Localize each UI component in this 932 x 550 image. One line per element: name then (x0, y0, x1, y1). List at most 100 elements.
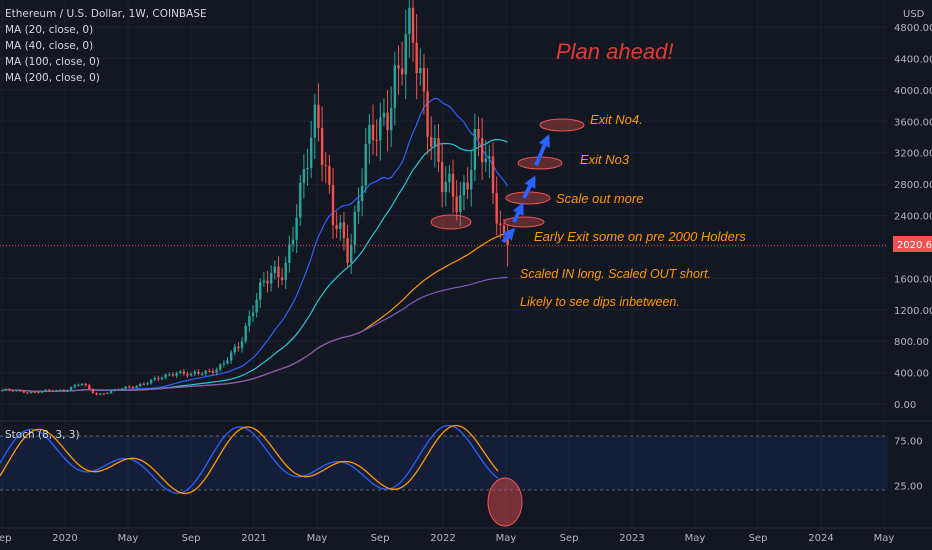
candle-body (135, 385, 138, 388)
candle-body (255, 299, 258, 313)
ma-20-legend[interactable]: MA (20, close, 0) (5, 24, 94, 36)
candle-body (219, 364, 222, 370)
stoch-tick-label: 25.00 (894, 482, 923, 493)
candle-body (226, 360, 229, 364)
x-tick-label: May (874, 533, 895, 544)
candle-body (215, 369, 218, 373)
stoch-oversold-circle (487, 477, 523, 527)
ma-200-legend[interactable]: MA (200, close, 0) (5, 72, 100, 84)
candle-body (80, 383, 84, 385)
stochastic-pane: 75.00 25.00 (0, 420, 932, 527)
y-tick-label: 4000.00 (894, 86, 932, 97)
y-tick-label: 800.00 (894, 337, 929, 348)
y-tick-label: 3600.00 (894, 117, 932, 128)
candle-body (251, 312, 255, 316)
candle-body (124, 386, 127, 389)
candle-body (371, 124, 375, 141)
candle-body (193, 371, 196, 374)
candle-body (415, 42, 418, 74)
arrow-head (524, 175, 536, 189)
y-tick-label: 2800.00 (894, 180, 932, 191)
candle-body (331, 184, 335, 225)
candle-body (430, 136, 433, 147)
candle-body (160, 377, 164, 380)
stoch-d-line (0, 424, 499, 495)
candle-body (91, 389, 95, 393)
candle-body (175, 373, 178, 376)
candle-body (360, 185, 364, 201)
axes: 4800.00 4400.00 4000.00 3600.00 3200.00 2800.… (0, 23, 932, 544)
candle-body (393, 65, 397, 109)
candle-body (451, 173, 455, 197)
candle-body (313, 104, 317, 138)
candle-body (408, 7, 411, 35)
candle-body (109, 390, 113, 394)
candle-body (269, 272, 273, 284)
candle-body (484, 158, 487, 163)
candle-body (502, 225, 506, 236)
x-tick-label: Sep (749, 533, 768, 544)
candle-body (466, 182, 469, 190)
candle-body (480, 138, 484, 163)
candle-body (324, 165, 327, 167)
candle-body (48, 389, 51, 391)
ma-40-legend[interactable]: MA (40, close, 0) (5, 40, 94, 52)
moving-averages (1, 97, 509, 392)
ma-100-legend[interactable]: MA (100, close, 0) (5, 56, 100, 68)
candle-body (349, 244, 353, 263)
y-tick-label: 0.00 (894, 400, 916, 411)
candle-body (51, 390, 55, 392)
candle-body (171, 374, 175, 376)
candle-body (459, 195, 462, 213)
candle-body (419, 68, 422, 74)
candle-body (211, 370, 215, 373)
x-tick-label: 2022 (430, 533, 455, 544)
candle-body (117, 389, 120, 391)
candle-body (113, 389, 116, 391)
exit-3-label: Exit No3 (580, 152, 630, 167)
candle-body (284, 262, 287, 280)
scale-out-label: Scale out more (556, 191, 643, 206)
arrow-head (512, 202, 524, 216)
chart-legend: Ethereum / U.S. Dollar, 1W, COINBASE MA … (5, 6, 207, 86)
candle-body (280, 277, 284, 280)
candle-body (208, 370, 211, 372)
candle-body (288, 244, 291, 263)
candle-body (382, 112, 386, 118)
candle-body (455, 196, 458, 213)
candle-body (491, 156, 495, 194)
x-tick-label: 2024 (808, 533, 833, 544)
candle-body (237, 346, 240, 349)
candle-body (37, 392, 40, 394)
x-tick-label: May (496, 533, 517, 544)
candle-body (222, 363, 226, 365)
arrow-2 (512, 202, 524, 223)
early-exit-label: Early Exit some on pre 2000 Holders (534, 229, 746, 244)
y-tick-label: 4800.00 (894, 23, 932, 34)
candle-body (186, 373, 189, 376)
candle-body (400, 68, 404, 75)
candle-body (499, 223, 502, 226)
candle-body (462, 182, 466, 196)
symbol-title[interactable]: Ethereum / U.S. Dollar, 1W, COINBASE (5, 8, 207, 20)
candle-body (88, 385, 91, 390)
x-tick-label: Sep (560, 533, 579, 544)
candle-body (244, 325, 247, 342)
candle-body (179, 371, 182, 374)
candle-body (197, 371, 200, 374)
candle-body (364, 143, 367, 186)
candle-body (8, 389, 11, 391)
candle-body (440, 161, 444, 193)
candle-body (55, 390, 58, 392)
candle-body (320, 128, 324, 166)
candle-body (11, 390, 15, 392)
plan-ahead-title: Plan ahead! (556, 39, 673, 64)
arrow-3 (522, 175, 536, 199)
x-tick-label: Sep (371, 533, 390, 544)
candle-body (33, 392, 36, 394)
candle-body (437, 138, 440, 162)
candle-body (422, 68, 426, 92)
stoch-legend[interactable]: Stoch (8, 3, 3) (5, 429, 80, 441)
